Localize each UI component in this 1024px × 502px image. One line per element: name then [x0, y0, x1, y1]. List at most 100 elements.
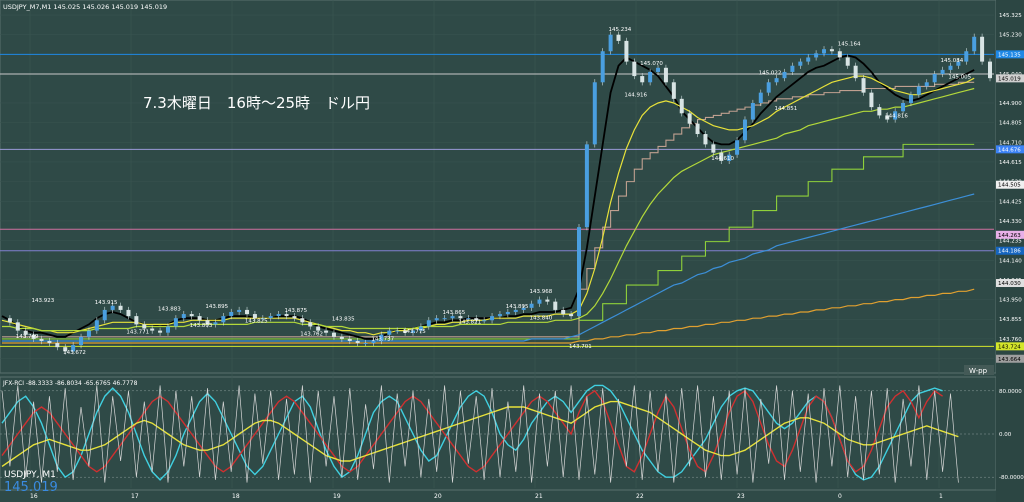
price-label: 143.895: [205, 304, 228, 310]
candle-body: [173, 318, 178, 327]
price-highlight-box: [996, 50, 1024, 59]
price-highlight-label: 144.263: [998, 233, 1021, 239]
candle-body: [695, 123, 700, 135]
price-label: 145.070: [640, 61, 663, 67]
price-label: 143.968: [529, 289, 552, 295]
candle-body: [15, 322, 20, 331]
candle-body: [711, 144, 716, 153]
candle-body: [537, 299, 542, 304]
candle-body: [829, 49, 834, 52]
candle-body: [908, 94, 913, 103]
y-tick-label: 145.325: [999, 13, 1022, 19]
moving-averages: [1, 54, 975, 344]
candle-body: [861, 78, 866, 93]
candle-body: [237, 309, 242, 312]
candle-body: [790, 65, 795, 72]
candle-body: [806, 57, 811, 62]
price-highlight-label: 143.664: [998, 357, 1021, 363]
price-highlight-box: [996, 342, 1024, 351]
y-tick-label: 143.950: [999, 298, 1022, 304]
y-tick-label: 144.615: [999, 160, 1022, 166]
price-label: 143.771: [126, 330, 149, 336]
candle-body: [450, 316, 455, 319]
candle-body: [964, 51, 969, 62]
horizontal-levels: [0, 53, 994, 347]
candle-body: [845, 57, 850, 66]
candle-body: [600, 51, 605, 83]
wpp-tag: W-pp: [969, 367, 988, 375]
ma-series-line: [2, 87, 975, 332]
candle-body: [150, 328, 155, 331]
ma-series-line: [1, 75, 975, 336]
price-series: [7, 31, 992, 355]
candle-body: [916, 86, 921, 95]
candle-body: [276, 314, 281, 317]
candle-body: [893, 111, 898, 120]
rci-pane[interactable]: [0, 376, 997, 491]
y-tick-label: 144.140: [999, 258, 1022, 264]
candle-body: [197, 316, 202, 321]
candle-body: [505, 311, 510, 315]
candle-body: [774, 78, 779, 83]
price-label: 143.701: [569, 344, 592, 350]
price-label: 143.875: [284, 308, 307, 314]
candle-body: [418, 326, 423, 331]
candle-body: [268, 316, 273, 319]
candle-body: [497, 314, 502, 317]
candle-body: [885, 115, 890, 120]
price-highlight-label: 144.505: [998, 183, 1021, 189]
rci-ticks: 80.0000 0.00 -80.0000: [999, 389, 1024, 481]
y-tick-label: 143.855: [999, 317, 1022, 323]
price-label: 144.816: [885, 113, 908, 119]
candle-body: [165, 326, 170, 333]
candle-body: [648, 71, 653, 83]
candle-body: [229, 311, 234, 317]
footer-symbol: USDJPY, M1: [4, 470, 56, 480]
candle-body: [142, 324, 147, 329]
candle-body: [521, 307, 526, 310]
candle-body: [750, 102, 755, 120]
candle-body: [347, 338, 352, 341]
candle-body: [252, 314, 257, 319]
candle-body: [972, 36, 977, 52]
footer-price: 145.019: [4, 480, 58, 495]
rci-title: JFX-RCI -88.3333 -86.8034 -65.6765 46.77…: [2, 380, 138, 387]
candle-body: [742, 119, 747, 141]
candle-body: [71, 345, 76, 352]
candle-body: [671, 82, 676, 99]
candle-body: [632, 61, 637, 77]
price-highlight-box: [996, 74, 1024, 83]
annotation-text: 7.3木曜日 16時〜25時 ドル円: [143, 94, 370, 112]
price-label: 145.022: [759, 71, 782, 77]
candle-body: [513, 309, 518, 312]
price-highlight-label: 144.676: [998, 147, 1021, 153]
candle-body: [719, 152, 724, 161]
x-tick-label: 20: [434, 493, 442, 500]
candle-body: [403, 330, 408, 333]
candle-body: [837, 51, 842, 58]
candle-body: [940, 69, 945, 75]
candle-body: [758, 92, 763, 103]
candle-body: [31, 334, 36, 339]
candle-body: [545, 299, 550, 302]
y-tick-label: 144.425: [999, 199, 1022, 205]
candle-body: [980, 36, 985, 62]
candle-body: [7, 318, 12, 323]
price-highlight-label: 143.724: [998, 344, 1021, 350]
window-title: USDJPY_M7,M1 145.025 145.026 145.019 145…: [3, 3, 167, 11]
candle-body: [355, 340, 360, 344]
candle-body: [482, 320, 487, 322]
candle-body: [284, 314, 289, 317]
price-label: 144.851: [774, 106, 797, 112]
candle-body: [466, 318, 471, 320]
y-tick-label: 144.805: [999, 121, 1022, 127]
candle-body: [411, 330, 416, 333]
price-label: 143.821: [458, 319, 481, 325]
candle-body: [640, 76, 645, 83]
candle-body: [126, 309, 131, 317]
candle-body: [576, 227, 581, 317]
price-highlight-label: 145.135: [998, 52, 1021, 58]
rci-series-line: [1, 400, 959, 467]
candle-body: [245, 309, 250, 315]
